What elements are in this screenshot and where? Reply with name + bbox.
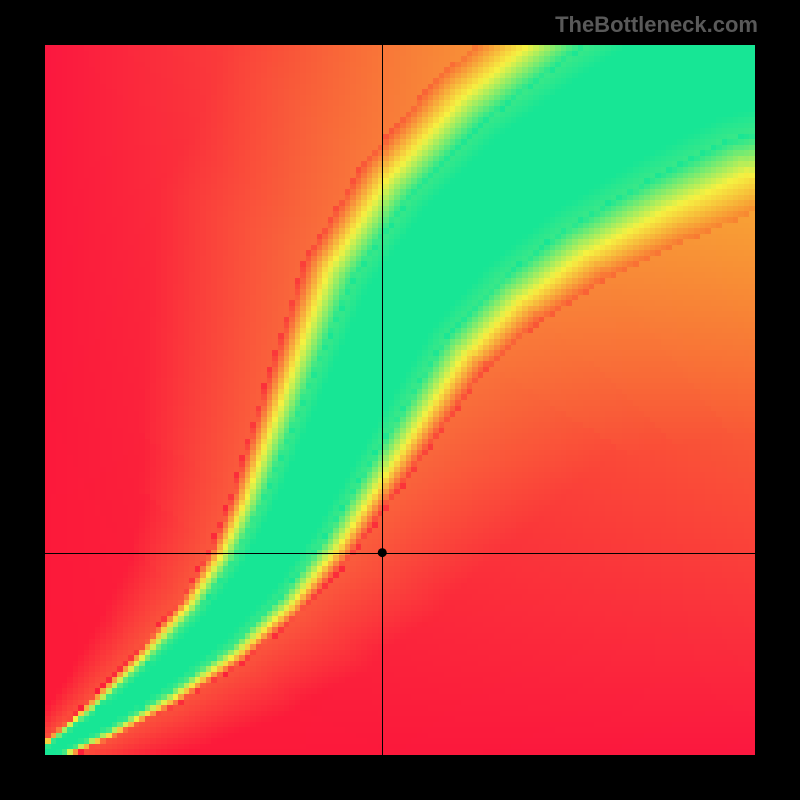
watermark-text: TheBottleneck.com bbox=[555, 12, 758, 38]
chart-container: TheBottleneck.com bbox=[0, 0, 800, 800]
bottleneck-heatmap bbox=[0, 0, 800, 800]
